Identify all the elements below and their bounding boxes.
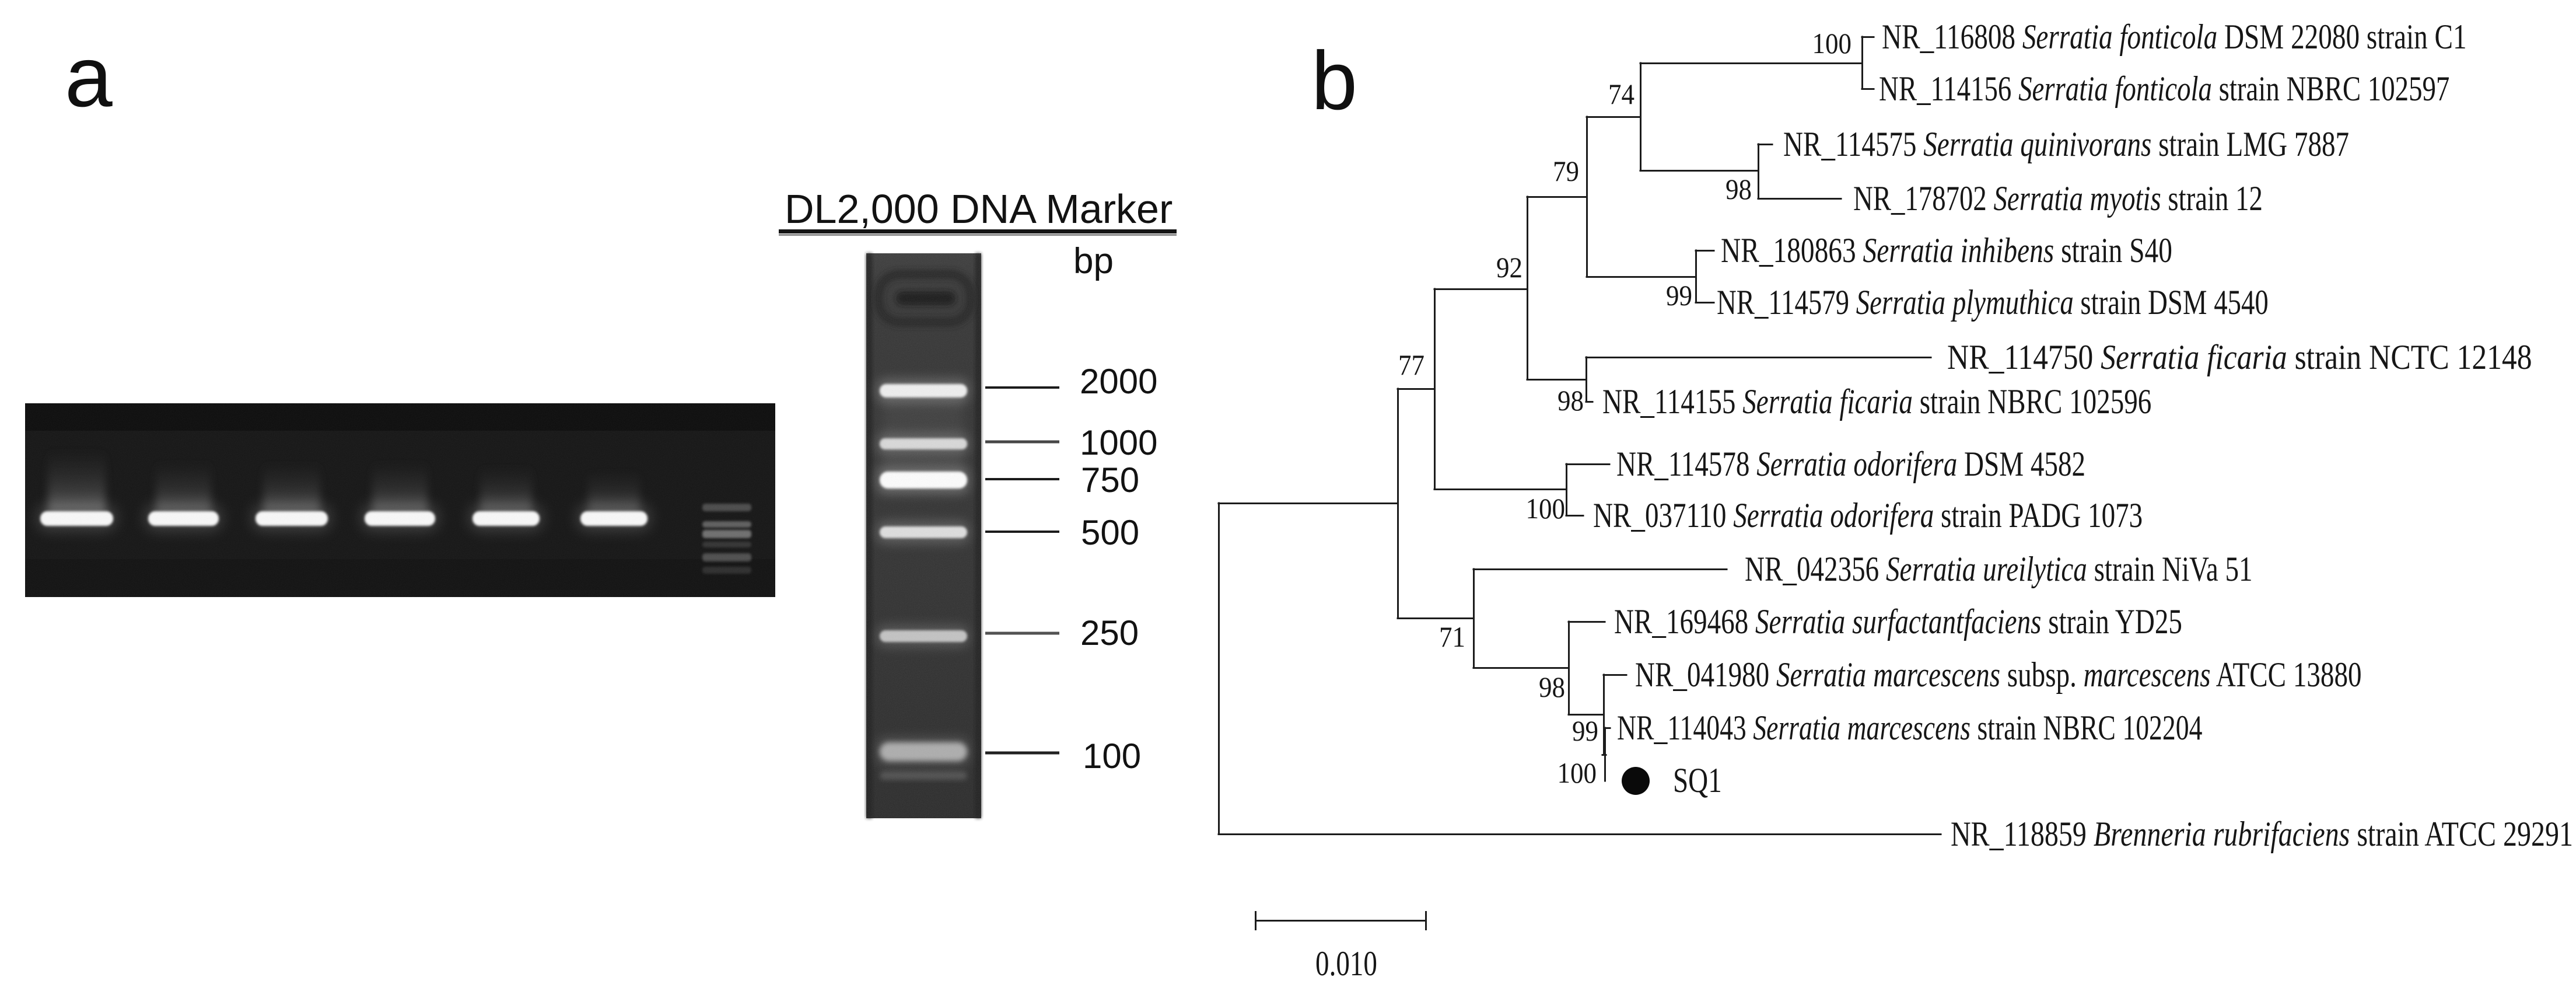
svg-text:SQ1: SQ1 [1673,761,1722,800]
svg-text:NR_114575 Serratia quinivorans: NR_114575 Serratia quinivorans strain LM… [1783,125,2349,164]
svg-text:0.010: 0.010 [1315,944,1377,983]
svg-text:NR_037110 Serratia odorifera s: NR_037110 Serratia odorifera strain PADG… [1593,496,2143,535]
svg-text:bp: bp [1073,241,1114,281]
svg-text:98: 98 [1539,672,1565,704]
svg-text:99: 99 [1666,280,1692,312]
svg-text:71: 71 [1439,622,1465,654]
svg-text:NR_116808 Serratia fonticola D: NR_116808 Serratia fonticola DSM 22080 s… [1882,18,2467,57]
svg-text:100: 100 [1526,493,1565,525]
svg-text:NR_114750 Serratia ficaria str: NR_114750 Serratia ficaria strain NCTC 1… [1947,338,2532,376]
svg-text:99: 99 [1572,716,1598,748]
svg-text:DL2,000 DNA Marker: DL2,000 DNA Marker [785,186,1172,232]
svg-text:NR_118859 Brenneria rubrifacie: NR_118859 Brenneria rubrifaciens strain … [1951,815,2573,853]
svg-text:NR_114579 Serratia plymuthica: NR_114579 Serratia plymuthica strain DSM… [1717,282,2269,322]
svg-text:1000: 1000 [1080,423,1157,462]
svg-text:98: 98 [1558,385,1584,417]
svg-text:250: 250 [1080,613,1139,652]
svg-text:92: 92 [1496,252,1522,284]
svg-text:NR_114043 Serratia marcescens: NR_114043 Serratia marcescens strain NBR… [1617,708,2202,747]
svg-text:79: 79 [1553,156,1579,188]
svg-text:NR_114156 Serratia fonticola s: NR_114156 Serratia fonticola strain NBRC… [1879,69,2449,109]
svg-text:100: 100 [1558,758,1597,790]
svg-text:2000: 2000 [1080,362,1157,401]
svg-text:NR_042356 Serratia ureilytica: NR_042356 Serratia ureilytica strain NiV… [1745,550,2253,589]
svg-text:a: a [65,29,113,125]
svg-text:750: 750 [1081,460,1139,500]
svg-text:NR_041980 Serratia marcescens: NR_041980 Serratia marcescens subsp. mar… [1635,655,2362,695]
svg-text:98: 98 [1726,174,1752,206]
svg-text:NR_180863 Serratia inhibens st: NR_180863 Serratia inhibens strain S40 [1721,231,2172,270]
svg-text:100: 100 [1083,737,1141,776]
svg-text:NR_114578 Serratia odorifera D: NR_114578 Serratia odorifera DSM 4582 [1616,445,2085,484]
svg-text:b: b [1311,34,1357,127]
svg-text:NR_178702 Serratia myotis stra: NR_178702 Serratia myotis strain 12 [1853,179,2263,218]
svg-text:77: 77 [1398,350,1424,382]
svg-text:500: 500 [1081,513,1139,552]
svg-text:100: 100 [1812,28,1852,60]
svg-text:NR_114155 Serratia ficaria str: NR_114155 Serratia ficaria strain NBRC 1… [1602,382,2151,421]
svg-text:74: 74 [1608,79,1634,111]
svg-text:NR_169468 Serratia surfactantf: NR_169468 Serratia surfactantfaciens str… [1614,602,2182,641]
